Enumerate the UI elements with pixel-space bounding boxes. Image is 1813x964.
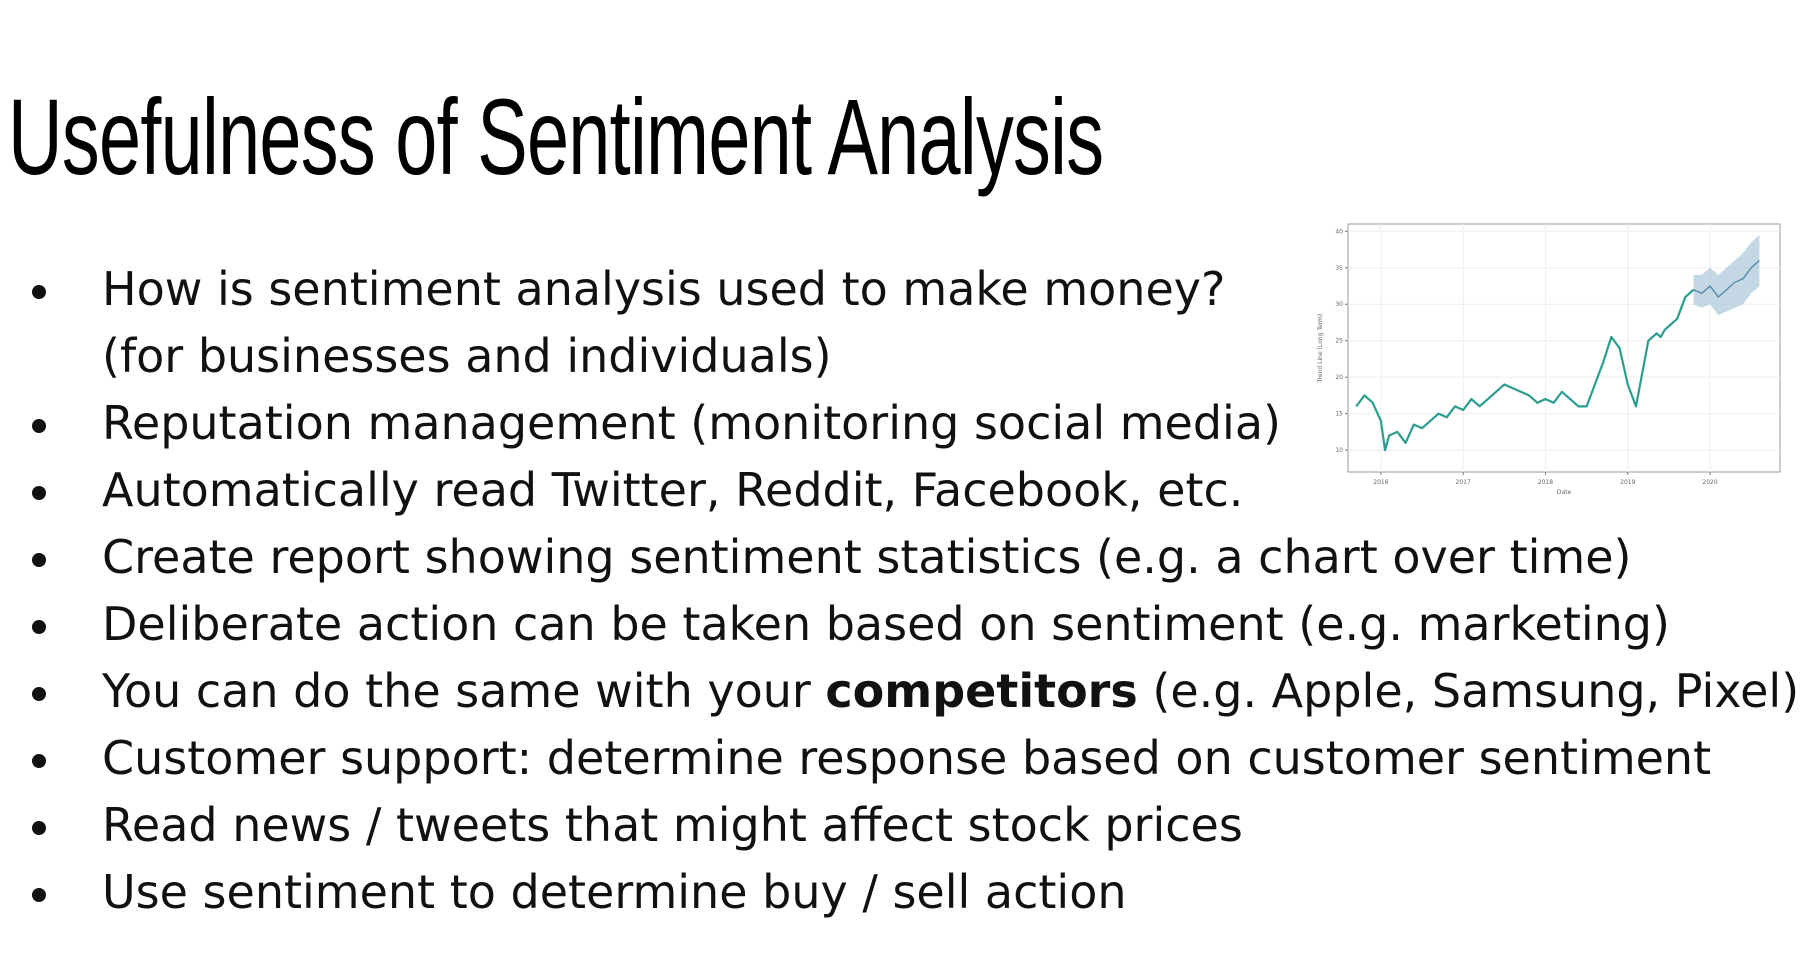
bullet-text-bold: competitors: [825, 664, 1138, 718]
bullet-dot: [32, 754, 46, 768]
bullet-item: Automatically read Twitter, Reddit, Face…: [0, 457, 1799, 524]
y-axis-label: Trend Line (Long Term): [1317, 314, 1324, 383]
y-tick-label: 35: [1335, 265, 1343, 272]
bullet-dot: [32, 486, 46, 500]
bullet-item: Create report showing sentiment statisti…: [0, 524, 1799, 591]
bullet-continuation: (for businesses and individuals): [102, 329, 832, 383]
forecast-band: [1693, 234, 1760, 316]
bullet-list: How is sentiment analysis used to make m…: [0, 256, 1799, 926]
slide-title: Usefulness of Sentiment Analysis: [8, 76, 1104, 197]
plot-frame: [1347, 223, 1781, 473]
bullet-dot: [32, 620, 46, 634]
bullet-item: Read news / tweets that might affect sto…: [0, 792, 1799, 859]
y-tick-label: 40: [1335, 228, 1343, 235]
bullet-dot: [32, 687, 46, 701]
bullet-text: How is sentiment analysis used to make m…: [102, 262, 1226, 316]
chart-svg: 2016 2017 2018 2019 2020 10 15 20 25 30 35 40 Date Tr…: [1317, 223, 1781, 496]
x-tick-label: 2020: [1702, 479, 1717, 486]
history-line: [1355, 288, 1695, 452]
y-tick-label: 15: [1335, 411, 1343, 418]
bullet-item: Customer support: determine response bas…: [0, 725, 1799, 792]
bullet-text-pre: You can do the same with your: [102, 664, 826, 718]
bullet-text: Read news / tweets that might affect sto…: [102, 798, 1243, 852]
bullet-dot: [32, 285, 46, 299]
x-tick-label: 2018: [1538, 479, 1553, 486]
forecast-line: [1693, 260, 1760, 298]
y-tick-label: 10: [1335, 447, 1343, 454]
bullet-dot: [32, 419, 46, 433]
bullet-text: Reputation management (monitoring social…: [102, 396, 1281, 450]
bullet-item: Reputation management (monitoring social…: [0, 390, 1799, 457]
bullet-item: Use sentiment to determine buy / sell ac…: [0, 859, 1799, 926]
bullet-item: You can do the same with your competitor…: [0, 658, 1799, 725]
bullet-dot: [32, 821, 46, 835]
bullet-text-post: (e.g. Apple, Samsung, Pixel): [1137, 664, 1800, 718]
bullet-dot: [32, 888, 46, 902]
bullet-item: Deliberate action can be taken based on …: [0, 591, 1799, 658]
y-tick-label: 20: [1335, 374, 1343, 381]
bullet-text: Customer support: determine response bas…: [102, 731, 1712, 785]
bullet-text: Deliberate action can be taken based on …: [102, 597, 1670, 651]
bullet-text: Create report showing sentiment statisti…: [102, 530, 1632, 584]
x-tick-label: 2017: [1456, 479, 1471, 486]
bullet-item: How is sentiment analysis used to make m…: [0, 256, 1799, 390]
x-tick-label: 2019: [1620, 479, 1635, 486]
bullet-text: Automatically read Twitter, Reddit, Face…: [102, 463, 1244, 517]
y-tick-label: 25: [1335, 338, 1343, 345]
sentiment-chart: 2016 2017 2018 2019 2020 10 15 20 25 30 35 40 Date Tr…: [1308, 220, 1788, 502]
y-tick-label: 30: [1335, 301, 1343, 308]
bullet-text: Use sentiment to determine buy / sell ac…: [102, 865, 1127, 919]
x-axis-label: Date: [1557, 489, 1572, 496]
x-tick-label: 2016: [1373, 479, 1388, 486]
bullet-dot: [32, 553, 46, 567]
